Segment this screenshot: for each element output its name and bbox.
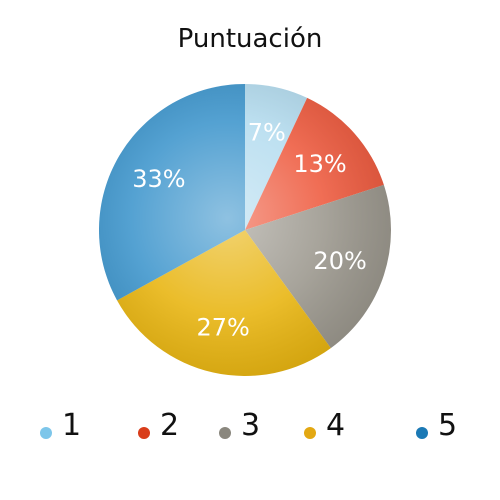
legend: 1 2 3 4 5 [0,406,500,450]
data-label-4: 27% [197,314,250,342]
legend-label-1: 1 [62,408,82,443]
pie-data-labels: 7%13% 20% 27% 33% [132,118,367,341]
legend-swatch-5 [416,427,428,439]
data-label-2: 13% [293,150,346,178]
legend-label-5: 5 [438,408,458,443]
data-label-3: 20% [313,247,366,275]
legend-swatch-2 [138,427,150,439]
data-label-5: 33% [132,165,185,193]
data-label-1: 7% [248,118,286,146]
legend-swatch-3 [219,427,231,439]
chart-title: Puntuación [177,24,323,54]
legend-label-4: 4 [326,408,346,443]
legend-label-3: 3 [241,408,261,443]
legend-swatch-1 [40,427,52,439]
legend-swatch-4 [304,427,316,439]
legend-label-2: 2 [160,408,180,443]
